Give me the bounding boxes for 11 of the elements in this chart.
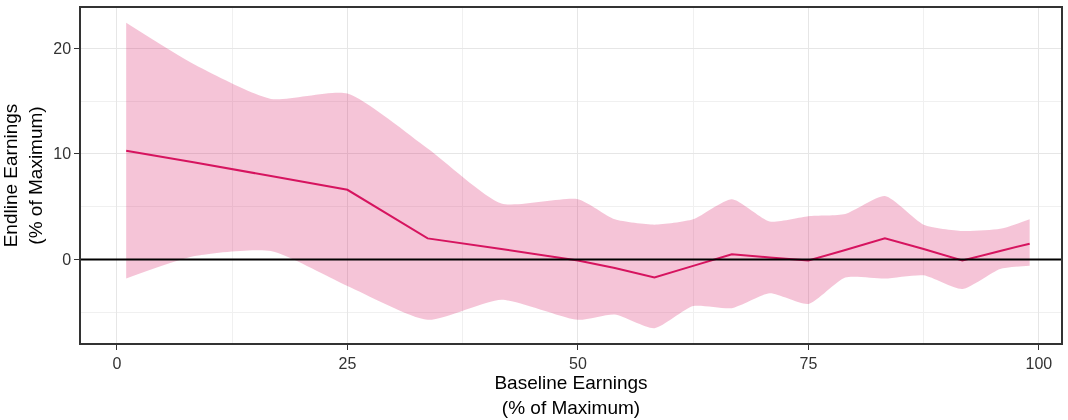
y-axis-title: Endline Earnings (% of Maximum) [0,103,46,248]
y-tick-label: 20 [53,39,72,57]
x-tick-label: 0 [112,354,122,372]
x-tick-label: 25 [338,354,357,372]
x-tick-label: 100 [1025,354,1053,372]
line-series [125,149,1031,279]
x-tick-label: 75 [799,354,818,372]
x-tick-label: 50 [569,354,587,372]
y-tick-label: 0 [62,251,72,269]
x-axis-title: Baseline Earnings (% of Maximum) [494,372,648,418]
y-tick-label: 10 [53,145,72,163]
